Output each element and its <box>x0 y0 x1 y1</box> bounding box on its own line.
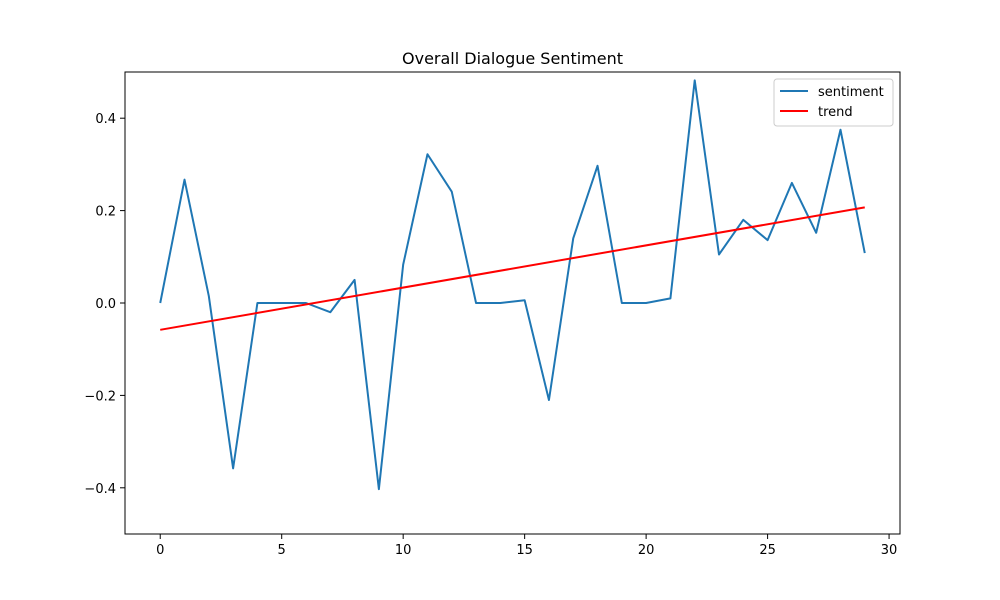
x-tick-label: 0 <box>156 543 164 558</box>
y-tick-label: 0.2 <box>95 205 116 220</box>
x-tick-label: 5 <box>278 543 286 558</box>
legend: sentiment trend <box>773 78 894 127</box>
x-axis: 0 5 10 15 20 25 30 <box>156 534 897 558</box>
y-axis: −0.4 −0.2 0.0 0.2 0.4 <box>84 112 125 497</box>
legend-label-trend: trend <box>818 105 853 120</box>
y-tick-label: 0.4 <box>95 112 116 127</box>
x-tick-label: 15 <box>516 543 533 558</box>
y-tick-label: −0.2 <box>84 389 116 404</box>
series-line-sentiment <box>159 79 866 491</box>
x-tick-label: 25 <box>759 543 776 558</box>
x-tick-label: 20 <box>638 543 655 558</box>
y-tick-label: −0.4 <box>84 482 116 497</box>
y-tick-label: 0.0 <box>95 297 116 312</box>
series-line-trend <box>160 206 865 331</box>
axes-frame <box>124 71 901 535</box>
plot-area <box>159 79 866 491</box>
legend-label-sentiment: sentiment <box>818 85 884 100</box>
x-tick-label: 10 <box>395 543 412 558</box>
chart-title: Overall Dialogue Sentiment <box>402 49 623 68</box>
x-tick-label: 30 <box>881 543 898 558</box>
